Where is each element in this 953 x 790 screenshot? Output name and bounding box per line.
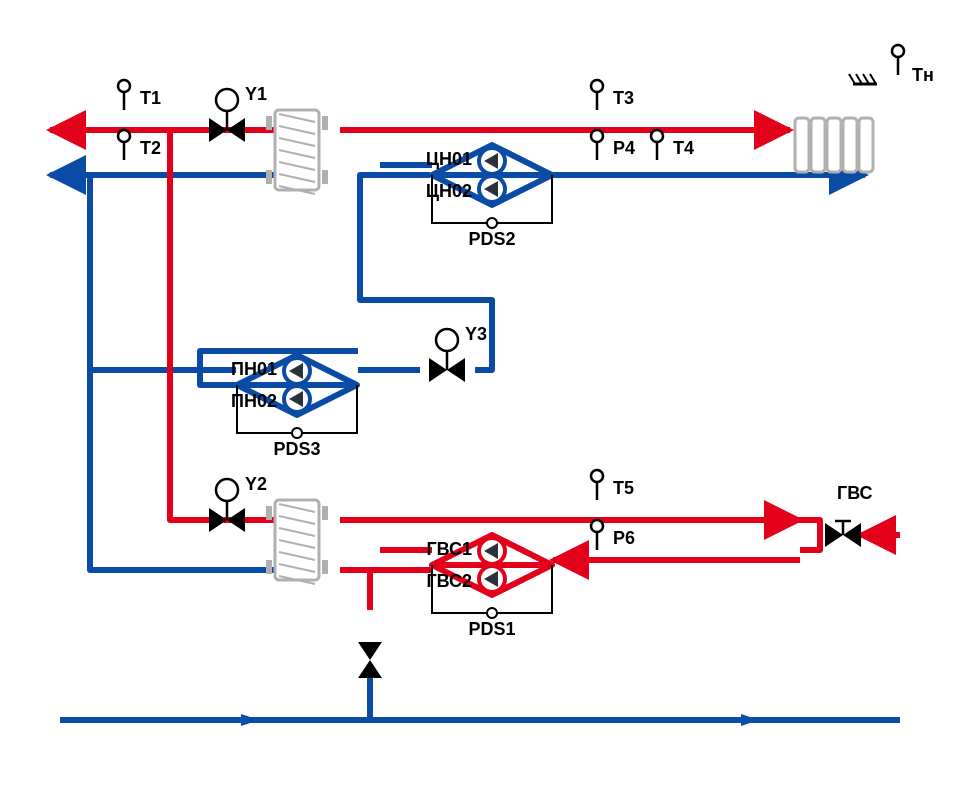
pump-label-CN-1: ЦН01 (426, 149, 472, 169)
flow-arrow (241, 714, 259, 726)
pump-label-GVSP-1: ГВС1 (426, 539, 472, 559)
sensor-T2 (118, 130, 130, 160)
radiator (795, 118, 873, 172)
valve-Y2 (209, 479, 245, 532)
sensor-T4 (651, 130, 663, 160)
pds-label-GVSP: PDS1 (468, 619, 515, 639)
pds-label-PN: PDS3 (273, 439, 320, 459)
sensor-label-P4: P4 (613, 138, 635, 158)
sensor-label-T1: T1 (140, 88, 161, 108)
valve-label-Y2: Y2 (245, 474, 267, 494)
valve-DRAIN (358, 642, 382, 678)
heat-exchanger-HX2 (266, 500, 328, 584)
sensor-T1 (118, 80, 130, 110)
pipe (90, 175, 236, 370)
valve-label-GVS: ГВС (837, 483, 873, 503)
pipe (170, 130, 280, 520)
sensor-label-T2: T2 (140, 138, 161, 158)
sensor-Tn (892, 45, 904, 75)
valve-Y3 (429, 329, 465, 382)
valve-label-Y3: Y3 (465, 324, 487, 344)
sensor-T5 (591, 470, 603, 500)
valve-GVS (825, 521, 861, 547)
flow-arrow (741, 714, 759, 726)
sensor-T3 (591, 80, 603, 110)
sensor-P6 (591, 520, 603, 550)
pipe (800, 520, 820, 550)
pump-label-PN-1: ПН01 (231, 359, 277, 379)
heat-exchanger-HX1 (266, 110, 328, 194)
ground-icon (849, 74, 877, 84)
sensor-label-P6: P6 (613, 528, 635, 548)
sensor-label-Tn: Tн (912, 65, 934, 85)
sensor-P4 (591, 130, 603, 160)
pipe (340, 570, 370, 610)
sensor-label-T3: T3 (613, 88, 634, 108)
sensor-label-T4: T4 (673, 138, 694, 158)
valve-Y1 (209, 89, 245, 142)
sensor-label-T5: T5 (613, 478, 634, 498)
pump-label-GVSP-2: ГВС2 (426, 571, 472, 591)
valve-label-Y1: Y1 (245, 84, 267, 104)
pds-label-CN: PDS2 (468, 229, 515, 249)
